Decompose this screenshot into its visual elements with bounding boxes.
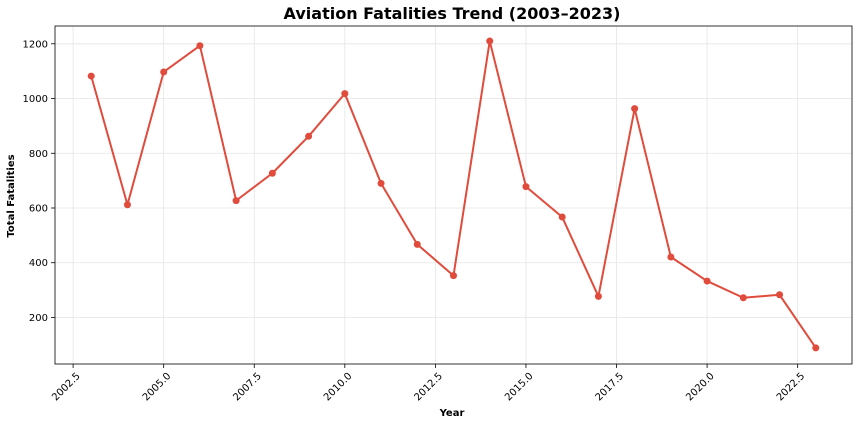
y-tick-label: 600 [29,204,48,215]
x-tick-label: 2017.5 [594,371,627,404]
y-tick-label: 400 [29,258,48,269]
data-point [232,197,240,205]
grid-lines [55,26,852,364]
data-point [413,240,421,248]
data-point [123,201,131,209]
data-point [196,42,204,50]
y-tick-label: 1200 [23,39,48,50]
data-point [486,37,494,45]
x-tick-label: 2010.0 [322,371,355,404]
data-point [160,68,168,76]
data-point [776,291,784,299]
data-point [667,253,675,261]
data-point [558,213,566,221]
data-point [341,90,349,98]
x-axis-label: Year [439,408,465,419]
data-point [739,294,747,302]
data-point [268,169,276,177]
series-layer [87,37,820,352]
data-point [522,183,530,191]
x-tick-label: 2020.0 [684,371,717,404]
x-tick-label: 2022.5 [775,371,808,404]
data-point [87,72,95,80]
x-tick-label: 2002.5 [50,371,83,404]
x-tick-label: 2005.0 [141,371,174,404]
y-tick-label: 800 [29,149,48,160]
x-tick-label: 2015.0 [503,371,536,404]
plot-frame [54,25,853,365]
data-point [305,132,313,140]
x-tick-label: 2012.5 [413,371,446,404]
x-tick-label: 2007.5 [231,371,264,404]
y-tick-label: 200 [29,313,48,324]
data-point [594,292,602,300]
data-point [703,277,711,285]
axis-ticks: 2002.5 2005.0 2007.5 2010.0 2012.5 2015.0 2017… [23,39,808,403]
data-point [631,105,639,113]
data-point [450,272,457,280]
y-tick-label: 1000 [23,94,48,105]
y-axis-label: Total Fatalities [6,154,17,237]
chart-title: Aviation Fatalities Trend (2003–2023) [284,4,621,23]
data-point [377,179,385,187]
data-point [812,344,820,352]
